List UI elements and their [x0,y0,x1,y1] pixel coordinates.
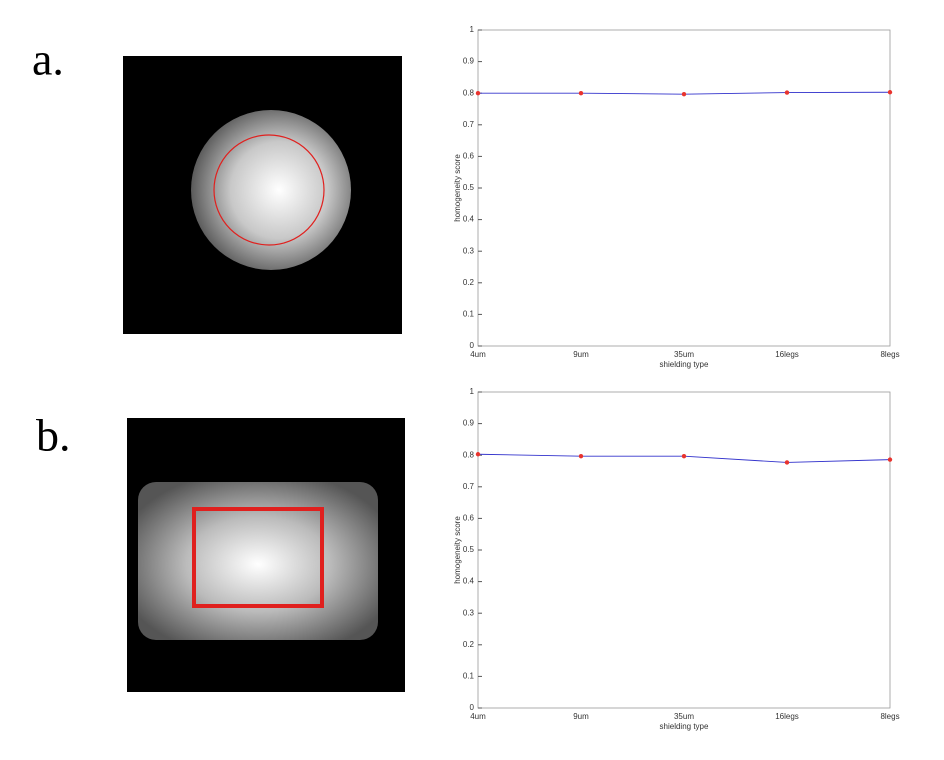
y-tick-label: 1 [470,25,475,34]
panel-label: b. [36,410,71,461]
x-tick-label: 9um [573,712,589,721]
y-tick-label: 0.1 [463,672,475,681]
x-tick-label: 16legs [775,712,799,721]
data-point [887,457,893,462]
y-tick-label: 0.7 [463,482,475,491]
data-point [475,452,481,457]
x-axis-label: shielding type [660,360,709,369]
y-tick-label: 0.2 [463,640,475,649]
x-tick-label: 35um [674,350,694,359]
x-tick-label: 8legs [880,350,899,359]
y-tick-label: 0.6 [463,514,475,523]
y-tick-label: 1 [470,387,475,396]
axes-box [477,29,891,347]
y-tick-label: 0.3 [463,246,475,255]
y-tick-label: 0.1 [463,310,475,319]
y-tick-label: 0.6 [463,152,475,161]
x-tick-label: 8legs [880,712,899,721]
x-axis-label: shielding type [660,722,709,731]
data-point [681,91,687,97]
x-tick-label: 9um [573,350,589,359]
data-point [578,453,584,459]
y-tick-label: 0.8 [463,88,475,97]
y-tick-label: 0.5 [463,545,475,554]
x-tick-label: 4um [470,712,486,721]
y-tick-label: 0 [470,341,475,350]
data-point [784,460,790,465]
data-point [578,91,584,96]
y-tick-label: 0.9 [463,57,475,66]
data-point [681,453,687,459]
axes-box [477,391,891,709]
y-tick-label: 0.3 [463,608,475,617]
x-tick-label: 35um [674,712,694,721]
y-tick-label: 0.8 [463,450,475,459]
data-point [475,91,481,96]
y-tick-label: 0.7 [463,120,475,129]
x-tick-label: 4um [470,350,486,359]
y-axis-label: homogeneity score [453,516,462,584]
y-tick-label: 0.9 [463,419,475,428]
x-tick-label: 16legs [775,350,799,359]
y-tick-label: 0 [470,703,475,712]
y-tick-label: 0.5 [463,183,475,192]
y-axis-label: homogeneity score [453,154,462,222]
image-a [123,56,402,334]
image-b [127,418,405,692]
panel-label: a. [32,34,64,85]
data-point [887,90,893,95]
y-tick-label: 0.2 [463,278,475,287]
data-point [784,90,790,95]
y-tick-label: 0.4 [463,215,475,224]
y-tick-label: 0.4 [463,577,475,586]
